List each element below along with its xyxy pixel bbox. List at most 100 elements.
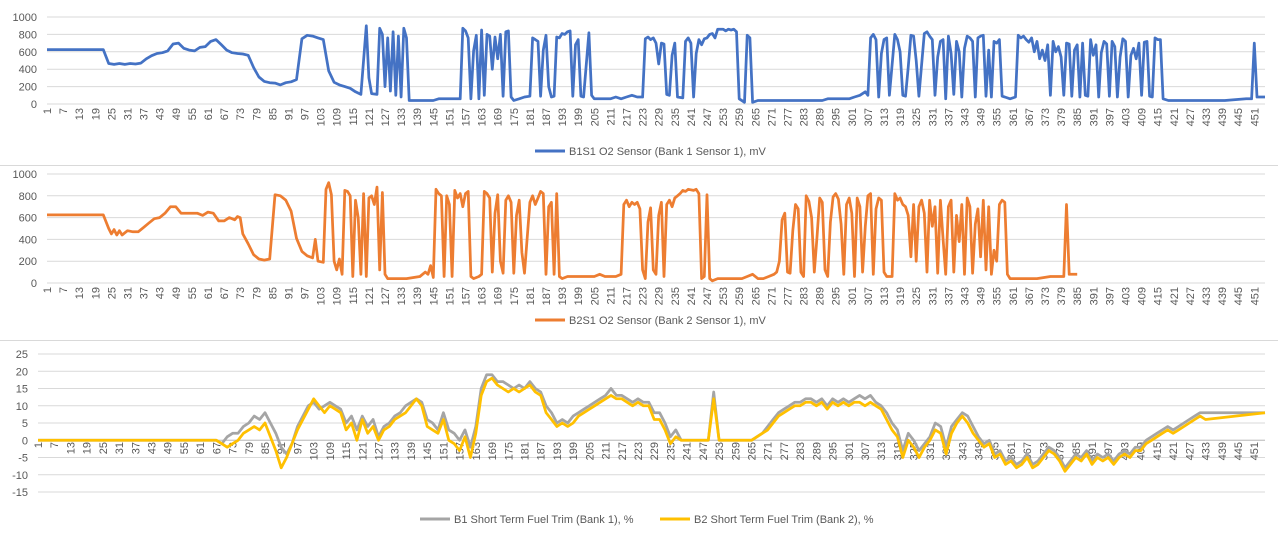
x-tick-label: 247 <box>698 442 710 460</box>
x-tick-label: 103 <box>316 108 328 126</box>
x-tick-label: 121 <box>357 442 369 460</box>
x-tick-label: 253 <box>718 108 730 126</box>
x-tick-label: 7 <box>49 442 61 448</box>
x-tick-label: 451 <box>1249 108 1261 126</box>
x-tick-label: 73 <box>235 287 247 299</box>
x-tick-label: 31 <box>122 287 134 299</box>
x-tick-label: 385 <box>1072 287 1084 305</box>
x-tick-label: 7 <box>58 108 70 114</box>
series-line-1 <box>47 24 1265 104</box>
x-tick-label: 349 <box>976 287 988 305</box>
x-tick-label: 115 <box>348 287 360 305</box>
x-tick-label: 229 <box>654 108 666 126</box>
x-tick-label: 145 <box>422 442 434 460</box>
x-tick-label: 79 <box>244 442 256 454</box>
y-tick-label: 15 <box>16 384 28 396</box>
x-tick-label: 307 <box>863 108 875 126</box>
x-tick-label: 43 <box>147 442 159 454</box>
x-tick-label: 109 <box>325 442 337 460</box>
x-tick-label: 439 <box>1217 108 1229 126</box>
x-tick-label: 133 <box>390 442 402 460</box>
x-tick-label: 25 <box>98 442 110 454</box>
x-tick-label: 361 <box>1006 442 1018 460</box>
x-tick-label: 145 <box>428 287 440 305</box>
x-tick-label: 67 <box>219 108 231 120</box>
x-tick-label: 169 <box>487 442 499 460</box>
x-tick-label: 265 <box>750 108 762 126</box>
x-tick-label: 187 <box>536 442 548 460</box>
x-tick-label: 223 <box>638 287 650 305</box>
x-tick-label: 301 <box>847 108 859 126</box>
x-tick-label: 277 <box>779 442 791 460</box>
x-tick-label: 103 <box>316 287 328 305</box>
y-tick-label: 800 <box>19 191 37 203</box>
x-tick-label: 13 <box>65 442 77 454</box>
x-tick-label: 13 <box>74 287 86 299</box>
x-tick-label: 181 <box>525 287 537 305</box>
x-tick-label: 217 <box>621 287 633 305</box>
x-tick-label: 229 <box>654 287 666 305</box>
x-tick-label: 265 <box>750 287 762 305</box>
y-tick-label: 600 <box>19 47 37 59</box>
x-tick-label: 397 <box>1104 108 1116 126</box>
x-tick-label: 55 <box>187 287 199 299</box>
x-tick-label: 1 <box>42 108 54 114</box>
x-tick-label: 181 <box>519 442 531 460</box>
x-tick-label: 61 <box>195 442 207 454</box>
x-tick-label: 121 <box>364 108 376 126</box>
y-tick-label: 400 <box>19 234 37 246</box>
y-tick-label: 200 <box>19 256 37 268</box>
x-tick-label: 7 <box>58 287 70 293</box>
x-tick-label: 175 <box>509 108 521 126</box>
x-tick-label: 223 <box>633 442 645 460</box>
x-tick-label: 307 <box>860 442 872 460</box>
y-tick-label: 1000 <box>13 12 37 24</box>
x-tick-label: 319 <box>895 287 907 305</box>
x-tick-label: 337 <box>943 108 955 126</box>
x-tick-label: 19 <box>90 287 102 299</box>
x-tick-label: 337 <box>943 287 955 305</box>
x-tick-label: 277 <box>782 287 794 305</box>
x-tick-label: 193 <box>552 442 564 460</box>
x-tick-label: 343 <box>957 442 969 460</box>
y-tick-label: 25 <box>16 349 28 361</box>
legend-entry: B1S1 O2 Sensor (Bank 1 Sensor 1), mV <box>569 146 767 158</box>
x-tick-label: 175 <box>509 287 521 305</box>
x-tick-label: 223 <box>638 108 650 126</box>
x-tick-label: 127 <box>380 108 392 126</box>
x-tick-label: 277 <box>782 108 794 126</box>
x-tick-label: 259 <box>730 442 742 460</box>
legend-entry: B1 Short Term Fuel Trim (Bank 1), % <box>454 514 634 526</box>
x-tick-label: 85 <box>260 442 272 454</box>
x-tick-label: 295 <box>828 442 840 460</box>
x-tick-label: 421 <box>1169 287 1181 305</box>
x-tick-label: 97 <box>300 287 312 299</box>
x-tick-label: 211 <box>605 287 617 305</box>
x-tick-label: 97 <box>292 442 304 454</box>
x-tick-label: 409 <box>1137 108 1149 126</box>
x-tick-label: 271 <box>763 442 775 460</box>
x-tick-label: 151 <box>444 287 456 305</box>
x-tick-label: 331 <box>927 108 939 126</box>
x-tick-label: 445 <box>1233 442 1245 460</box>
x-tick-label: 295 <box>831 108 843 126</box>
x-tick-label: 1 <box>42 287 54 293</box>
x-tick-label: 115 <box>341 442 353 460</box>
x-tick-label: 271 <box>766 108 778 126</box>
x-tick-label: 373 <box>1040 108 1052 126</box>
x-tick-label: 91 <box>283 287 295 299</box>
x-tick-label: 427 <box>1185 287 1197 305</box>
x-tick-label: 151 <box>438 442 450 460</box>
x-tick-label: 331 <box>925 442 937 460</box>
x-tick-label: 145 <box>428 108 440 126</box>
x-tick-label: 397 <box>1104 287 1116 305</box>
x-tick-label: 61 <box>203 287 215 299</box>
legend-entry: B2S1 O2 Sensor (Bank 2 Sensor 1), mV <box>569 315 767 327</box>
x-tick-label: 301 <box>847 287 859 305</box>
x-tick-label: 253 <box>714 442 726 460</box>
y-tick-label: -10 <box>12 470 28 482</box>
x-tick-label: 355 <box>992 108 1004 126</box>
x-tick-label: 199 <box>568 442 580 460</box>
x-tick-label: 313 <box>879 287 891 305</box>
x-tick-label: 325 <box>911 108 923 126</box>
